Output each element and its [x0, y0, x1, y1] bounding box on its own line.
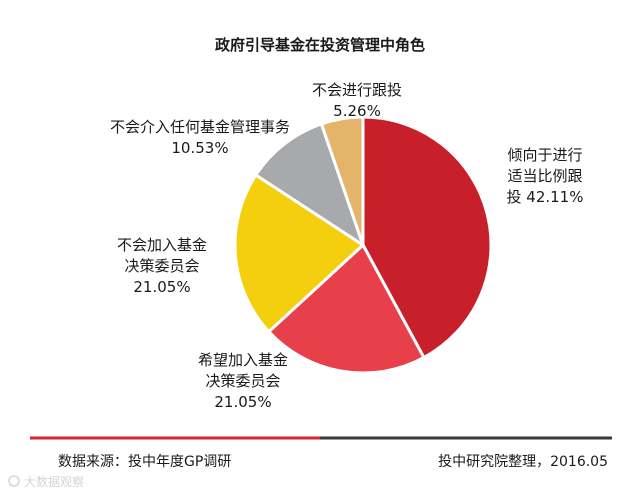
- slice-label-line: 希望加入基金: [198, 351, 288, 369]
- credit-note: 投中研究院整理，2016.05: [438, 454, 608, 470]
- slice-label-3: 不会加入基金决策委员会 21.05%: [117, 236, 207, 296]
- slice-label-line: 决策委员会: [205, 372, 280, 390]
- slice-label-line: 不会进行跟投: [312, 81, 402, 99]
- pie-slice-3: [233, 173, 365, 334]
- pie-slices: [233, 115, 493, 375]
- slice-label-2: 希望加入基金决策委员会 21.05%: [198, 351, 288, 411]
- slice-label-line: 投 42.11%: [507, 188, 584, 206]
- watermark-text: 大数据观察: [24, 474, 84, 489]
- pie-slice-5: [319, 115, 365, 247]
- watermark: 大数据观察: [8, 474, 84, 489]
- slice-label-line: 5.26%: [333, 102, 381, 120]
- pie-slice-1: [361, 115, 493, 360]
- slice-label-line: 不会加入基金: [117, 236, 207, 254]
- slice-label-line: 10.53%: [171, 139, 228, 157]
- slice-label-4: 不会介入任何基金管理事务 10.53%: [110, 118, 290, 157]
- slice-label-line: 倾向于进行: [507, 146, 582, 164]
- slice-label-line: 不会介入任何基金管理事务: [110, 118, 290, 136]
- slice-label-5: 不会进行跟投 5.26%: [312, 81, 402, 120]
- slice-label-1: 倾向于进行适当比例跟投 42.11%: [507, 146, 584, 206]
- watermark-icon: [8, 475, 20, 487]
- pie-slice-4: [254, 122, 365, 247]
- source-note: 数据来源：投中年度GP调研: [58, 454, 231, 470]
- slice-label-line: 21.05%: [214, 393, 271, 411]
- pie-slice-2: [267, 243, 426, 375]
- slice-label-line: 适当比例跟: [507, 167, 582, 185]
- slice-labels: 倾向于进行适当比例跟投 42.11%希望加入基金决策委员会 21.05%不会加入基…: [110, 81, 583, 411]
- chart-title: 政府引导基金在投资管理中角色: [215, 36, 425, 54]
- slice-label-line: 决策委员会: [124, 257, 199, 275]
- slice-label-line: 21.05%: [133, 278, 190, 296]
